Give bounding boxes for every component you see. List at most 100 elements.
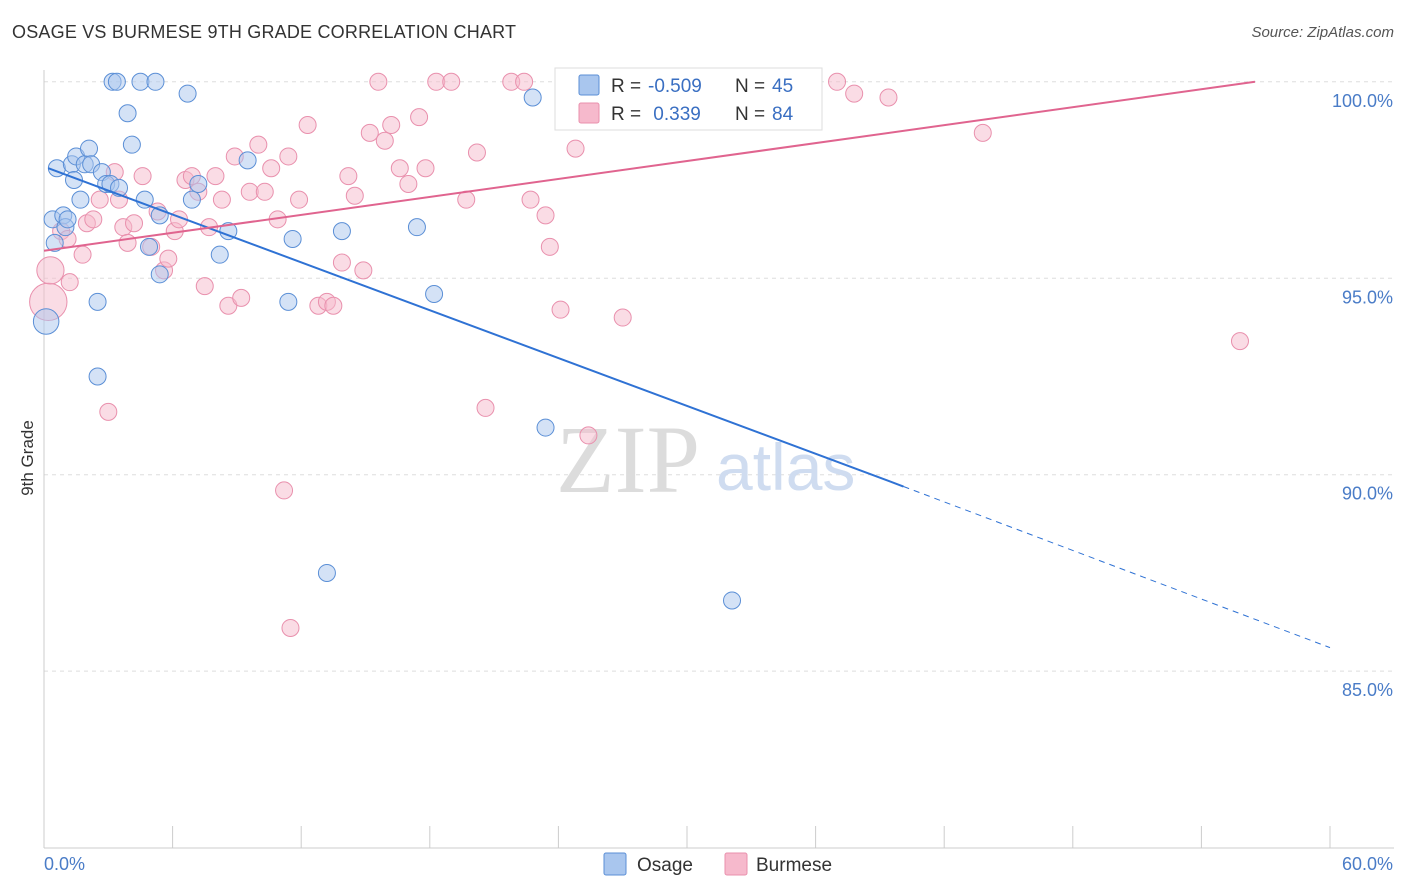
legend-burmese-r-label: R = xyxy=(611,104,641,125)
osage-point xyxy=(279,292,298,311)
osage-point xyxy=(317,563,336,582)
osage-point xyxy=(146,72,165,91)
burmese-point xyxy=(332,253,351,272)
watermark-zip: ZIP xyxy=(556,406,700,513)
osage-point xyxy=(32,308,60,335)
burmese-point xyxy=(118,233,137,252)
burmese-point xyxy=(36,256,65,285)
osage-point xyxy=(88,367,107,386)
burmese-point xyxy=(579,426,598,445)
burmese-point xyxy=(281,618,300,637)
burmese-point xyxy=(521,190,540,209)
legend-osage-n-label: N = xyxy=(735,76,765,97)
burmese-point xyxy=(375,131,394,150)
legend-burmese-n-value: 84 xyxy=(772,104,794,125)
burmese-point xyxy=(540,237,559,256)
burmese-points xyxy=(29,72,1249,637)
burmese-point xyxy=(390,159,409,178)
burmese-point xyxy=(232,288,251,307)
legend-top: R = -0.509 N = 45 R = 0.339 N = 84 xyxy=(554,67,823,131)
burmese-point xyxy=(613,308,632,327)
burmese-point xyxy=(324,296,343,315)
osage-point xyxy=(536,418,555,437)
burmese-point xyxy=(828,72,847,91)
legend-osage-r-value: -0.509 xyxy=(648,76,702,97)
osage-point xyxy=(189,174,208,193)
legend-osage-n-value: 45 xyxy=(772,76,793,97)
osage-point xyxy=(150,265,169,284)
watermark-atlas: atlas xyxy=(716,430,855,504)
burmese-point xyxy=(442,72,461,91)
osage-point xyxy=(210,245,229,264)
burmese-point xyxy=(566,139,585,158)
osage-trend-line xyxy=(47,167,904,488)
y-tick-label: 85.0% xyxy=(1342,680,1393,700)
osage-point xyxy=(80,139,99,158)
burmese-point xyxy=(382,116,401,135)
burmese-point xyxy=(399,174,418,193)
osage-point xyxy=(58,210,77,229)
burmese-point xyxy=(60,273,79,292)
burmese-point xyxy=(427,72,446,91)
osage-point xyxy=(283,229,302,248)
osage-point xyxy=(332,222,351,241)
burmese-point xyxy=(99,402,118,421)
burmese-point xyxy=(206,167,225,186)
source-label: Source: ZipAtlas.com xyxy=(1251,24,1394,41)
osage-point xyxy=(135,190,154,209)
burmese-point xyxy=(290,190,309,209)
burmese-point xyxy=(845,84,864,103)
osage-point xyxy=(182,190,201,209)
y-axis-label: 9th Grade xyxy=(18,420,37,496)
legend-bottom-osage-label: Osage xyxy=(637,855,693,876)
burmese-point xyxy=(279,147,298,166)
burmese-point xyxy=(369,72,388,91)
burmese-point xyxy=(457,190,476,209)
osage-trend-extension xyxy=(903,486,1331,649)
burmese-point xyxy=(879,88,898,107)
burmese-point xyxy=(1230,332,1249,351)
osage-point xyxy=(88,292,107,311)
burmese-point xyxy=(249,135,268,154)
osage-point xyxy=(407,218,426,237)
osage-point xyxy=(122,135,141,154)
burmese-point xyxy=(410,108,429,127)
trend-lines xyxy=(43,80,1331,649)
osage-point xyxy=(45,233,64,252)
burmese-point xyxy=(515,72,534,91)
burmese-point xyxy=(240,182,259,201)
burmese-point xyxy=(354,261,373,280)
osage-point xyxy=(425,284,444,303)
grid-lines xyxy=(44,81,1394,672)
burmese-point xyxy=(255,182,274,201)
osage-point xyxy=(140,237,159,256)
burmese-point xyxy=(90,190,109,209)
x-tick-label-min: 0.0% xyxy=(44,854,85,874)
watermark: ZIP atlas xyxy=(556,406,855,513)
burmese-point xyxy=(536,206,555,225)
burmese-point xyxy=(476,398,495,417)
burmese-point xyxy=(195,277,214,296)
burmese-point xyxy=(275,481,294,500)
osage-point xyxy=(71,190,90,209)
burmese-point xyxy=(339,167,358,186)
chart-title: OSAGE VS BURMESE 9TH GRADE CORRELATION C… xyxy=(12,22,517,42)
osage-point xyxy=(178,84,197,103)
legend-burmese-n-label: N = xyxy=(735,104,765,125)
legend-bottom: Osage Burmese xyxy=(603,852,832,876)
osage-point xyxy=(723,591,742,610)
osage-points xyxy=(32,72,742,610)
legend-bottom-burmese-label: Burmese xyxy=(756,855,832,876)
burmese-point xyxy=(84,210,103,229)
burmese-point xyxy=(360,123,379,142)
osage-point xyxy=(523,88,542,107)
y-tick-label: 100.0% xyxy=(1332,91,1393,111)
legend-osage-swatch xyxy=(578,74,600,96)
burmese-point xyxy=(298,116,317,135)
x-tick-marks xyxy=(43,826,1331,848)
burmese-point xyxy=(262,159,281,178)
burmese-point xyxy=(345,186,364,205)
burmese-point xyxy=(73,245,92,264)
legend-osage-r-label: R = xyxy=(611,76,641,97)
